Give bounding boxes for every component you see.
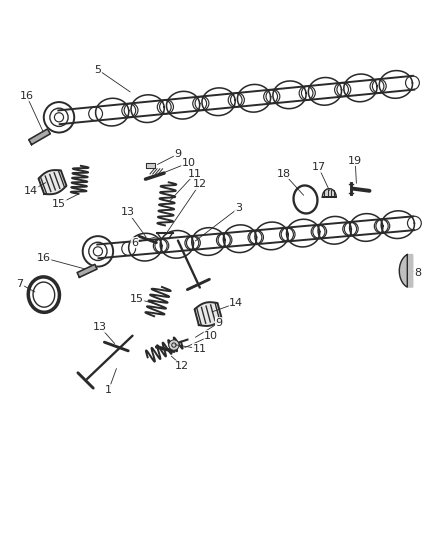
Text: 11: 11 [193,344,207,354]
Text: 15: 15 [52,199,66,209]
Text: 16: 16 [37,253,51,263]
Text: 1: 1 [105,385,112,395]
Text: 10: 10 [182,158,196,168]
Polygon shape [146,163,155,168]
Polygon shape [194,302,222,326]
Text: 6: 6 [131,238,138,248]
Text: 10: 10 [204,330,218,341]
Text: 16: 16 [20,91,34,101]
Text: 9: 9 [174,149,181,159]
Polygon shape [399,255,413,287]
Text: 14: 14 [24,186,38,196]
Polygon shape [322,189,336,197]
Text: 15: 15 [130,294,144,304]
Text: 3: 3 [235,203,242,213]
Text: 12: 12 [175,361,189,371]
Text: 7: 7 [17,279,24,289]
Text: 12: 12 [192,179,207,189]
Text: 11: 11 [188,168,202,179]
Text: 13: 13 [121,207,135,217]
Text: 18: 18 [277,168,291,179]
Text: 8: 8 [414,268,421,278]
Polygon shape [39,170,67,194]
Circle shape [169,340,179,350]
Text: 17: 17 [311,162,325,172]
Text: 9: 9 [215,318,223,328]
Text: 5: 5 [95,64,102,75]
Text: 19: 19 [348,156,362,166]
Text: 14: 14 [229,298,244,308]
Polygon shape [77,264,97,277]
Polygon shape [29,129,50,144]
Text: 13: 13 [93,322,107,332]
